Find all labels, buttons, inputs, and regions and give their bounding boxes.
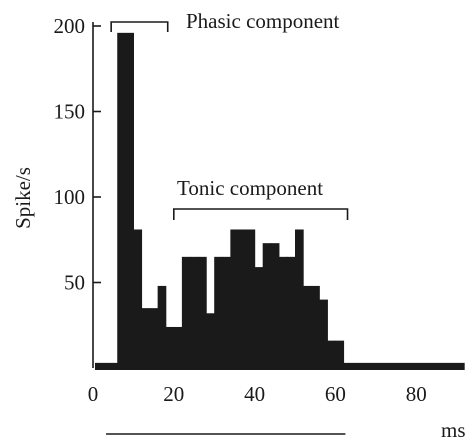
- x-tick-label: 80: [406, 382, 427, 406]
- histogram-bar: [278, 256, 288, 369]
- axes-layer: 50 100 150 200 0 20 40 60 80 Spike/s ms: [11, 14, 466, 441]
- histogram-bar: [133, 229, 143, 369]
- histogram-bar: [214, 256, 223, 369]
- histogram-bar: [311, 285, 320, 369]
- histogram-bar: [327, 340, 336, 369]
- histogram-bar: [181, 256, 191, 369]
- tonic-bracket: [173, 208, 349, 220]
- y-tick-label: 50: [64, 271, 85, 295]
- histogram-bar: [173, 326, 183, 369]
- histogram-bar: [303, 285, 312, 369]
- histogram-bar: [319, 299, 328, 369]
- x-tick-label: 40: [244, 382, 265, 406]
- histogram-bar: [262, 243, 272, 369]
- histogram-bar: [246, 229, 256, 369]
- bars-layer: [95, 32, 465, 370]
- histogram-bar: [117, 32, 134, 370]
- histogram-bar: [157, 285, 167, 369]
- x-tick-label: 0: [88, 382, 99, 406]
- x-tick-label: 20: [163, 382, 184, 406]
- y-tick-label: 200: [54, 14, 86, 38]
- histogram-bar: [189, 256, 199, 369]
- annotation-layer: Phasic component Tonic component: [110, 9, 349, 220]
- histogram-bar: [165, 326, 175, 369]
- histogram-bar: [141, 308, 151, 369]
- phasic-bracket: [110, 21, 169, 32]
- tonic-label: Tonic component: [177, 176, 323, 200]
- histogram-bar: [206, 313, 215, 369]
- histogram-bar: [295, 229, 304, 369]
- y-tick-label: 100: [54, 185, 86, 209]
- x-axis-title: ms: [441, 418, 466, 441]
- histogram-bar: [335, 340, 345, 369]
- histogram-bar: [198, 256, 207, 369]
- histogram-bar: [238, 229, 248, 369]
- y-axis-title: Spike/s: [11, 167, 35, 229]
- y-tick-label: 150: [54, 100, 86, 124]
- histogram-bar: [254, 267, 264, 369]
- x-tick-label: 60: [325, 382, 346, 406]
- histogram-bar: [286, 256, 296, 369]
- phasic-label: Phasic component: [186, 9, 340, 33]
- histogram-bar: [222, 256, 231, 369]
- histogram-bar: [149, 308, 159, 369]
- histogram-bar: [270, 243, 280, 369]
- histogram-bar: [230, 229, 240, 369]
